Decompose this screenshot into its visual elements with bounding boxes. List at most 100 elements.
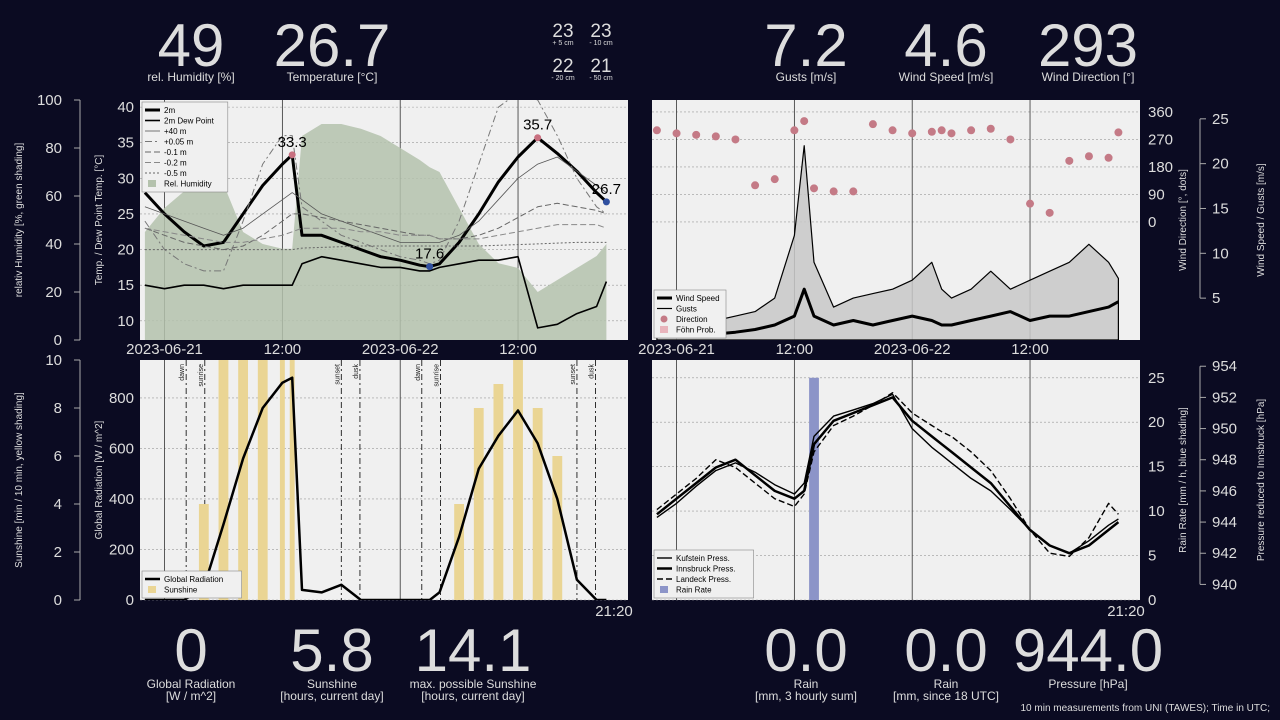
readout-label: Sunshine xyxy=(307,677,357,691)
dot xyxy=(1026,199,1035,208)
legend-box xyxy=(141,101,229,193)
legend-swatch xyxy=(148,180,156,187)
chart: Global Radiation Sunshine xyxy=(74,359,628,601)
dot xyxy=(1084,152,1093,161)
legend-label: -0.1 m xyxy=(164,148,187,157)
y2-tick-label: 946 xyxy=(1212,483,1237,500)
dot xyxy=(986,124,995,133)
x-tick-label: 2023-06-22 xyxy=(362,341,439,358)
line xyxy=(144,224,607,243)
y-tick-label: 5 xyxy=(1148,548,1156,565)
x-tick-label: 12:00 xyxy=(499,341,537,358)
readout-label: Global Radiation xyxy=(147,677,236,691)
x-end-label: 21:20 xyxy=(1107,603,1145,620)
bar xyxy=(257,360,268,600)
legend-label: Global Radiation xyxy=(164,575,223,584)
dot xyxy=(731,135,740,144)
y-tick-label: 25 xyxy=(117,206,134,223)
y-axis-title: Wind Direction [°, dots] xyxy=(1178,169,1189,271)
readout-label: [hours, current day] xyxy=(421,689,524,703)
readout-label: Temperature [°C] xyxy=(287,70,378,84)
x-tick-label: 12:00 xyxy=(1011,341,1049,358)
dot xyxy=(692,130,701,139)
legend-label: -0.2 m xyxy=(164,159,187,168)
chart: 2m 2m Dew Point+40 m +0.05 m-0.1 m -0.2 m-0… xyxy=(74,99,628,341)
y-tick-label: 20 xyxy=(117,242,134,259)
dot xyxy=(1114,128,1123,137)
readout-value: 0.0 xyxy=(764,617,847,684)
y-tick-label: 15 xyxy=(117,277,134,294)
y2-tick-label: 15 xyxy=(1212,200,1229,217)
readout-value: 0 xyxy=(174,617,207,684)
soil-temp-value: 22 xyxy=(552,56,573,77)
y2-tick-label: 954 xyxy=(1212,358,1237,375)
line xyxy=(656,396,1120,555)
y2-tick-label: 8 xyxy=(54,400,62,417)
x-tick-label: 2023-06-22 xyxy=(874,341,951,358)
bar xyxy=(289,360,295,600)
bar xyxy=(279,360,285,600)
legend-label: Wind Speed xyxy=(676,294,720,303)
annotation-label: 26.7 xyxy=(592,181,621,198)
dot xyxy=(1104,153,1113,162)
y-tick-label: 30 xyxy=(117,170,134,187)
x-tick-label: 2023-06-21 xyxy=(638,341,715,358)
readout-label: [mm, 3 hourly sum] xyxy=(755,689,857,703)
readout-label: [W / m^2] xyxy=(166,689,216,703)
event-label: sunset xyxy=(570,364,577,385)
x-tick-label: 12:00 xyxy=(264,341,302,358)
y-tick-label: 800 xyxy=(109,390,134,407)
annotation-label: 35.7 xyxy=(523,117,552,134)
soil-temp-value: 21 xyxy=(590,56,611,77)
y-tick-label: 25 xyxy=(1148,370,1165,387)
dot xyxy=(751,181,760,190)
legend-label: Direction xyxy=(676,315,708,324)
series-group xyxy=(143,100,608,340)
y-tick-label: 10 xyxy=(117,313,134,330)
legend-label: Rel. Humidity xyxy=(164,180,212,189)
soil-temp-value: 23 xyxy=(590,21,611,42)
y-tick-label: 600 xyxy=(109,440,134,457)
line xyxy=(144,241,607,251)
readout-label: [hours, current day] xyxy=(280,689,383,703)
y2-axis-title: relativ Humidity [%, green shading] xyxy=(14,143,25,298)
bar xyxy=(218,360,229,600)
y-tick-label: 20 xyxy=(1148,414,1165,431)
y-tick-label: 180 xyxy=(1148,159,1173,176)
soil-temp-label: - 10 cm xyxy=(589,40,613,47)
annotation-marker xyxy=(288,151,296,159)
line xyxy=(144,156,607,243)
readout-label: Rain xyxy=(794,677,819,691)
bar xyxy=(198,504,209,600)
series-group xyxy=(652,117,1123,340)
bar xyxy=(809,377,819,600)
line xyxy=(144,255,608,329)
readout-value: 293 xyxy=(1038,12,1138,79)
legend-swatch xyxy=(148,586,156,593)
annotation-label: 17.6 xyxy=(415,246,444,263)
dot xyxy=(800,117,809,126)
legend-label: -0.5 m xyxy=(164,169,187,178)
legend-label: Landeck Press. xyxy=(676,575,731,584)
dot xyxy=(908,129,917,138)
event-label: dawn xyxy=(179,364,186,381)
bar xyxy=(238,360,249,600)
legend: Kufstein Press. Innsbruck Press.Landeck P… xyxy=(653,549,754,599)
soil-temp-label: - 50 cm xyxy=(589,75,613,82)
dot xyxy=(1045,208,1054,217)
y-tick-label: 200 xyxy=(109,541,134,558)
dot xyxy=(672,129,681,138)
y-tick-label: 90 xyxy=(1148,186,1165,203)
legend-swatch xyxy=(660,315,668,323)
dot xyxy=(1006,135,1015,144)
readout-label: rel. Humidity [%] xyxy=(147,70,234,84)
area xyxy=(656,145,1119,340)
legend-label: Gusts xyxy=(676,305,697,314)
y-axis-title: Rain Rate [mm / h, blue shading] xyxy=(1178,407,1189,553)
bar xyxy=(473,408,484,600)
y2-tick-label: 0 xyxy=(54,332,62,349)
y-tick-label: 0 xyxy=(1148,214,1156,231)
